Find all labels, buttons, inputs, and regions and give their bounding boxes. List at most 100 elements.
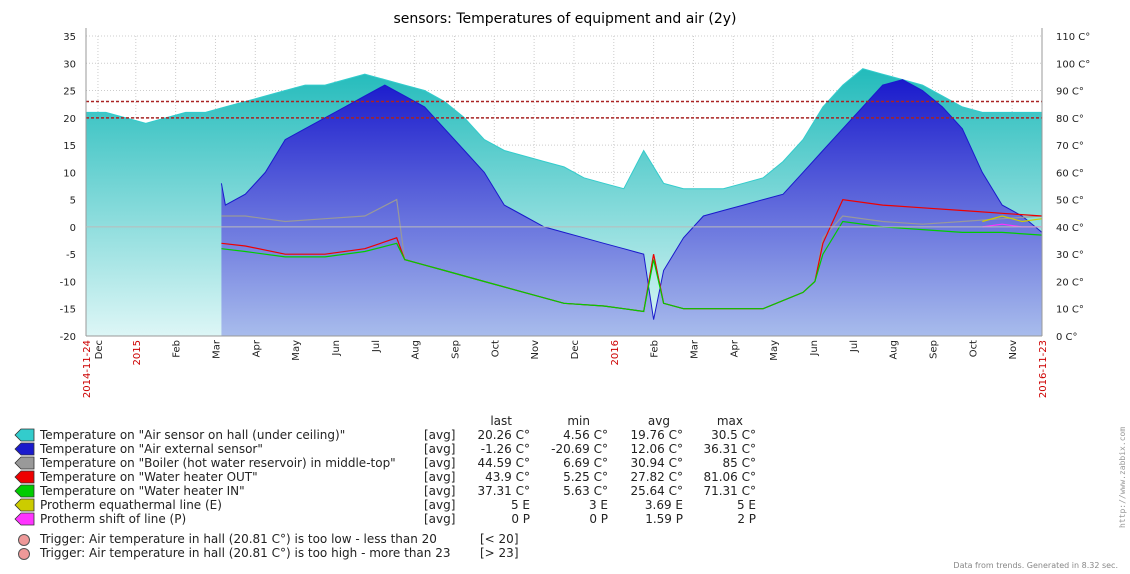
header-max: max — [716, 414, 743, 428]
series-line-equithermal — [982, 215, 1043, 223]
legend-min: 3 E — [588, 498, 608, 512]
y-left-tick-label: -15 — [60, 305, 76, 316]
y-left-tick-label: 35 — [63, 32, 76, 43]
legend-label: Protherm equathermal line (E) — [40, 498, 222, 512]
header-avg: avg — [647, 414, 670, 428]
trigger-item: Trigger: Air temperature in hall (20.81 … — [0, 532, 600, 546]
x-tick-label: 2014-11-24 — [82, 340, 93, 398]
y-left-tick-label: -20 — [60, 332, 76, 343]
y-right-tick-label: 90 C° — [1056, 87, 1084, 98]
legend-fn: [avg] — [424, 442, 456, 456]
y-right-tick-label: 80 C° — [1056, 114, 1084, 125]
legend-swatch — [14, 456, 35, 470]
legend-label: Temperature on "Water heater IN" — [40, 484, 245, 498]
legend-max: 2 P — [737, 512, 756, 526]
legend-swatch — [14, 484, 35, 498]
legend-last: 0 P — [511, 512, 530, 526]
legend-max: 30.5 C° — [711, 428, 756, 442]
y-left-tick-label: 20 — [63, 114, 76, 125]
legend-last: -1.26 C° — [480, 442, 530, 456]
y-left-tick-label: 5 — [70, 196, 76, 207]
y-right-tick-label: 40 C° — [1056, 223, 1084, 234]
x-tick-label: 2015 — [132, 340, 143, 365]
x-tick-label: Apr — [729, 339, 740, 357]
y-left-tick-label: 25 — [63, 87, 76, 98]
legend-max: 36.31 C° — [703, 442, 756, 456]
legend-swatch — [14, 428, 35, 442]
legend-fn: [avg] — [424, 512, 456, 526]
legend-swatch — [14, 498, 35, 512]
x-tick-label: Feb — [650, 340, 661, 358]
y-right-tick-label: 20 C° — [1056, 277, 1084, 288]
y-left-tick-label: -10 — [60, 277, 76, 288]
series-edge-hall — [86, 68, 1042, 190]
legend-fn: [avg] — [424, 428, 456, 442]
legend-max: 71.31 C° — [703, 484, 756, 498]
legend-item: Protherm shift of line (P) [avg] 0 P 0 P 1.5… — [0, 512, 780, 526]
trigger-lines — [86, 100, 1042, 119]
legend-item: Temperature on "Water heater OUT" [avg] 43… — [0, 470, 780, 484]
legend-fn: [avg] — [424, 470, 456, 484]
x-tick-label: Sep — [450, 340, 461, 359]
legend-last: 43.9 C° — [485, 470, 530, 484]
series-area-external — [221, 79, 1042, 336]
y-right-tick-label: 70 C° — [1056, 141, 1084, 152]
svg-text:http://www.zabbix.com: http://www.zabbix.com — [1118, 427, 1127, 528]
trigger-label: Trigger: Air temperature in hall (20.81 … — [40, 546, 451, 560]
trigger-dot-icon — [18, 548, 30, 560]
trigger-condition: [< 20] — [480, 532, 519, 546]
x-tick-label: Jun — [809, 340, 820, 357]
x-tick-label: May — [769, 340, 780, 361]
y-left-tick-label: 15 — [63, 141, 76, 152]
x-tick-label: Feb — [172, 340, 183, 358]
legend-last: 37.31 C° — [477, 484, 530, 498]
legend-label: Temperature on "Boiler (hot water reserv… — [40, 456, 396, 470]
x-tick-label: Aug — [411, 340, 422, 360]
x-tick-label: 2016 — [610, 340, 621, 365]
x-tick-label: Dec — [570, 340, 581, 359]
y-left-tick-label: -5 — [66, 250, 76, 261]
legend-item: Temperature on "Air external sensor" [avg… — [0, 442, 780, 456]
legend-min: -20.69 C° — [551, 442, 608, 456]
legend-min: 5.63 C° — [563, 484, 608, 498]
legend-fn: [avg] — [424, 498, 456, 512]
y-right-tick-label: 10 C° — [1056, 305, 1084, 316]
legend-swatch — [14, 470, 35, 484]
legend-avg: 25.64 C° — [630, 484, 683, 498]
footer-note: Data from trends. Generated in 8.32 sec. — [953, 561, 1118, 570]
trigger-item: Trigger: Air temperature in hall (20.81 … — [0, 546, 600, 560]
x-tick-label: Apr — [251, 339, 262, 357]
x-tick-label: Nov — [530, 340, 541, 360]
legend-label: Protherm shift of line (P) — [40, 512, 187, 526]
legend-avg: 27.82 C° — [630, 470, 683, 484]
y-right-tick-label: 30 C° — [1056, 250, 1084, 261]
x-tick-label: Jul — [371, 340, 382, 353]
x-tick-label: Jun — [331, 340, 342, 357]
x-tick-label: Mar — [211, 339, 222, 359]
legend-fn: [avg] — [424, 456, 456, 470]
legend-min: 6.69 C° — [563, 456, 608, 470]
legend-min: 4.56 C° — [563, 428, 608, 442]
series-areas — [86, 68, 1043, 336]
y-right-tick-label: 60 C° — [1056, 168, 1084, 179]
y-left-tick-label: 30 — [63, 59, 76, 70]
legend-last: 5 E — [510, 498, 530, 512]
legend-item: Temperature on "Air sensor on hall (unde… — [0, 428, 780, 442]
legend-label: Temperature on "Air external sensor" — [40, 442, 263, 456]
legend-swatch — [14, 442, 35, 456]
legend-item: Temperature on "Water heater IN" [avg] 37.… — [0, 484, 780, 498]
x-tick-label: Jul — [849, 340, 860, 353]
legend-item: Temperature on "Boiler (hot water reserv… — [0, 456, 780, 470]
series-line-heater_in — [221, 220, 1043, 313]
header-min: min — [567, 414, 590, 428]
y-right-tick-label: 110 C° — [1056, 32, 1090, 43]
x-tick-label: May — [291, 340, 302, 361]
x-tick-label: Mar — [689, 339, 700, 359]
legend-max: 81.06 C° — [703, 470, 756, 484]
axes: 35 110 C° 30 100 C° 25 90 C° 20 80 C° 15 70 C° 10 6… — [60, 28, 1090, 398]
legend-item: Protherm equathermal line (E) [avg] 5 E 3 E… — [0, 498, 780, 512]
legend-last: 44.59 C° — [477, 456, 530, 470]
x-tick-label: Dec — [94, 340, 105, 359]
temperature-chart: sensors: Temperatures of equipment and a… — [60, 11, 1091, 398]
legend-fn: [avg] — [424, 484, 456, 498]
